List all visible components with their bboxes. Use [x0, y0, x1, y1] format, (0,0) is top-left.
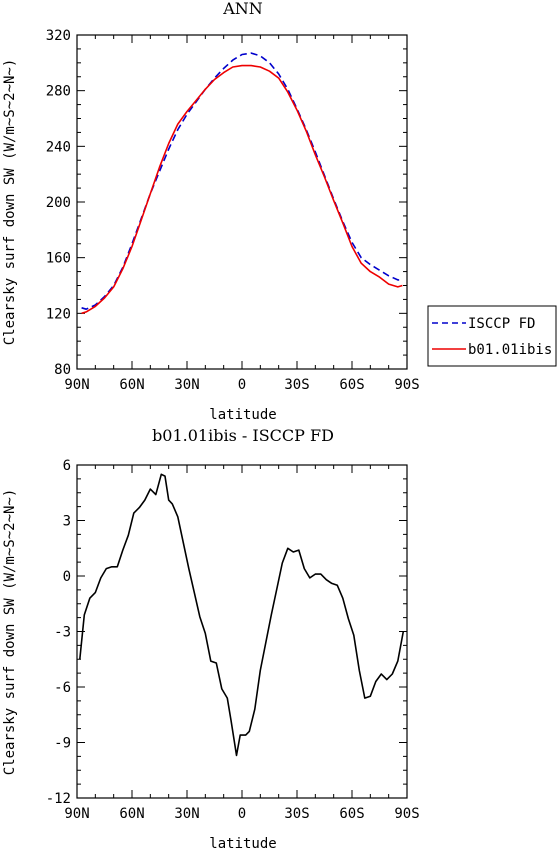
legend: ISCCP FD b01.01ibis	[427, 305, 557, 367]
x-tick-label: 60N	[119, 377, 144, 393]
y-tick-label: 240	[46, 139, 71, 155]
legend-isccp-label: ISCCP FD	[468, 316, 535, 332]
x-tick-label: 90N	[64, 377, 89, 393]
x-tick-label: 30N	[174, 806, 199, 822]
difference-series-line	[79, 473, 405, 757]
y-tick-label: -12	[46, 791, 71, 807]
isccp-fd-series-line	[81, 52, 403, 311]
x-tick-label: 60S	[339, 806, 364, 822]
bottom-x-axis-label: latitude	[209, 836, 276, 851]
x-tick-label: 90N	[64, 806, 89, 822]
y-tick-label: -6	[54, 680, 71, 696]
x-tick-label: 90S	[394, 377, 419, 393]
top-y-axis-label: Clearsky surf down SW (W/m~S~2~N~)	[2, 59, 18, 346]
y-tick-label: 80	[54, 362, 71, 378]
x-tick-label: 0	[238, 806, 246, 822]
y-tick-label: 120	[46, 306, 71, 322]
y-tick-label: 3	[63, 514, 71, 530]
y-tick-label: 160	[46, 251, 71, 267]
x-tick-label: 30S	[284, 806, 309, 822]
x-tick-label: 90S	[394, 806, 419, 822]
y-tick-label: 280	[46, 84, 71, 100]
y-tick-label: 0	[63, 569, 71, 585]
bottom-y-axis-label: Clearsky surf down SW (W/m~S~2~N~)	[2, 489, 18, 776]
top-chart-title: ANN	[222, 0, 263, 18]
x-tick-label: 30S	[284, 377, 309, 393]
y-tick-label: 6	[63, 458, 71, 474]
top-x-axis-label: latitude	[209, 407, 276, 423]
bottom-plot-frame	[76, 464, 408, 799]
legend-model-label: b01.01ibis	[468, 342, 552, 358]
x-tick-label: 60S	[339, 377, 364, 393]
y-tick-label: 200	[46, 195, 71, 211]
x-tick-label: 0	[238, 377, 246, 393]
y-tick-label: 320	[46, 28, 71, 44]
bottom-chart-title: b01.01ibis - ISCCP FD	[152, 426, 334, 445]
y-tick-label: -9	[54, 736, 71, 752]
x-tick-label: 60N	[119, 806, 144, 822]
legend-box	[427, 305, 557, 367]
bottom-chart-panel: b01.01ibis - ISCCP FD latitude Clearsky …	[2, 426, 420, 851]
b01-01ibis-series-line	[81, 64, 403, 315]
y-tick-label: -3	[54, 625, 71, 641]
x-tick-label: 30N	[174, 377, 199, 393]
top-plot-frame	[76, 34, 408, 370]
top-chart-panel: ANN latitude Clearsky surf down SW (W/m~…	[2, 0, 420, 423]
